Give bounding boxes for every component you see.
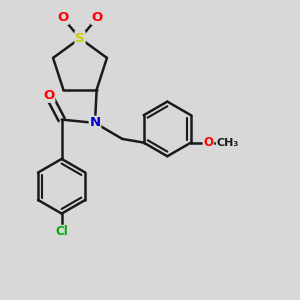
Text: O: O bbox=[44, 89, 55, 102]
Text: S: S bbox=[75, 32, 85, 45]
Text: N: N bbox=[89, 116, 100, 129]
Text: O: O bbox=[203, 136, 213, 149]
Text: Cl: Cl bbox=[55, 225, 68, 239]
Text: CH₃: CH₃ bbox=[217, 138, 239, 148]
Text: O: O bbox=[92, 11, 103, 24]
Text: O: O bbox=[57, 11, 68, 24]
